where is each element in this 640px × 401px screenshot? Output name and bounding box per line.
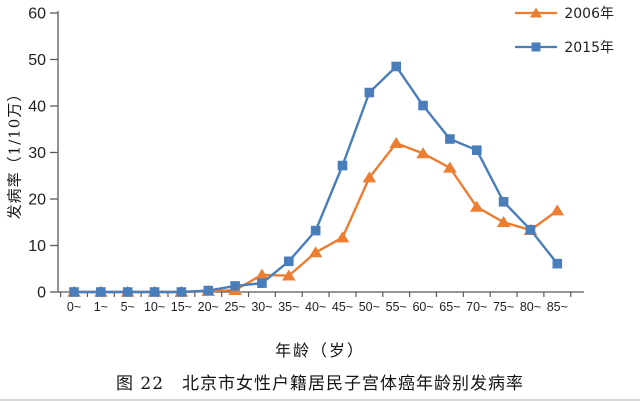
square-marker-icon: [525, 224, 536, 235]
square-marker-icon: [364, 87, 375, 98]
y-tick-label: 0: [37, 285, 46, 302]
legend-label: 2006年: [564, 6, 614, 22]
x-axis-title: 年龄（岁）: [274, 341, 365, 360]
triangle-marker-icon: [496, 216, 511, 228]
y-tick-label: 60: [28, 6, 46, 23]
x-tick-label: 45~: [332, 300, 353, 314]
x-tick-label: 60~: [412, 300, 433, 314]
triangle-marker-icon: [389, 137, 403, 148]
chart-canvas: 0 10 20 30 40 50 60 0~ 1~ 5~ 10~ 15~ 20~ 25~ 30~ 35~ 40~…: [28, 6, 584, 314]
square-marker-icon: [445, 134, 455, 144]
square-marker-icon: [418, 100, 428, 111]
triangle-marker-icon: [308, 246, 323, 258]
square-marker-icon: [122, 287, 133, 297]
square-marker-icon: [69, 287, 79, 297]
x-tick-label: 65~: [439, 300, 460, 314]
square-marker-icon: [552, 258, 563, 269]
y-axis-title: 发病率（1/10万）: [5, 85, 24, 220]
x-tick-label: 1~: [94, 300, 108, 314]
y-tick-label: 50: [28, 52, 46, 69]
legend-item-2015年: 2015年: [514, 39, 614, 56]
x-tick-label: 75~: [493, 300, 514, 314]
triangle-marker-icon: [282, 269, 296, 281]
square-marker-icon: [498, 196, 509, 207]
chart-legend: 2006年 2015年: [514, 5, 614, 73]
x-tick-label: 40~: [305, 300, 326, 314]
series-line-2015年: [74, 65, 559, 294]
triangle-marker-icon: [335, 231, 350, 243]
figure-caption: 图 22 北京市女性户籍居民子宫体癌年龄别发病率: [115, 374, 525, 394]
x-tick-label: 35~: [278, 300, 299, 314]
x-tick-label: 25~: [224, 300, 245, 314]
square-legend-marker-icon: [515, 42, 558, 52]
triangle-legend-marker-icon: [515, 7, 558, 18]
triangle-marker-icon: [550, 204, 565, 216]
triangle-marker-icon: [416, 147, 430, 159]
square-marker-icon: [149, 287, 160, 297]
triangle-marker-icon: [255, 268, 269, 280]
triangle-marker-icon: [469, 200, 484, 212]
square-marker-icon: [337, 160, 348, 171]
x-tick-label: 30~: [251, 300, 272, 314]
x-tick-label: 70~: [466, 300, 487, 314]
x-tick-label: 85~: [547, 300, 568, 314]
x-tick-label: 15~: [171, 300, 192, 314]
x-tick-label: 80~: [520, 300, 541, 314]
x-tick-label: 55~: [386, 300, 407, 314]
y-tick-label: 40: [28, 99, 46, 116]
x-tick-label: 20~: [198, 300, 219, 314]
y-tick-label: 20: [28, 192, 46, 209]
y-tick-label: 30: [28, 145, 46, 162]
triangle-marker-icon: [443, 161, 457, 173]
square-marker-icon: [257, 278, 267, 288]
square-marker-icon: [230, 281, 240, 291]
square-marker-icon: [391, 61, 401, 72]
x-tick-label: 0~: [67, 300, 81, 314]
x-tick-label: 5~: [121, 300, 135, 314]
square-marker-icon: [284, 256, 294, 267]
triangle-marker-icon: [362, 171, 377, 183]
square-marker-icon: [471, 145, 482, 155]
square-marker-icon: [310, 225, 321, 236]
x-tick-label: 50~: [359, 300, 380, 314]
legend-label: 2015年: [564, 40, 614, 56]
square-marker-icon: [203, 285, 214, 296]
x-tick-label: 10~: [144, 300, 165, 314]
legend-item-2006年: 2006年: [514, 5, 614, 22]
square-marker-icon: [96, 287, 106, 297]
y-tick-label: 10: [28, 238, 46, 255]
square-marker-icon: [176, 287, 187, 297]
